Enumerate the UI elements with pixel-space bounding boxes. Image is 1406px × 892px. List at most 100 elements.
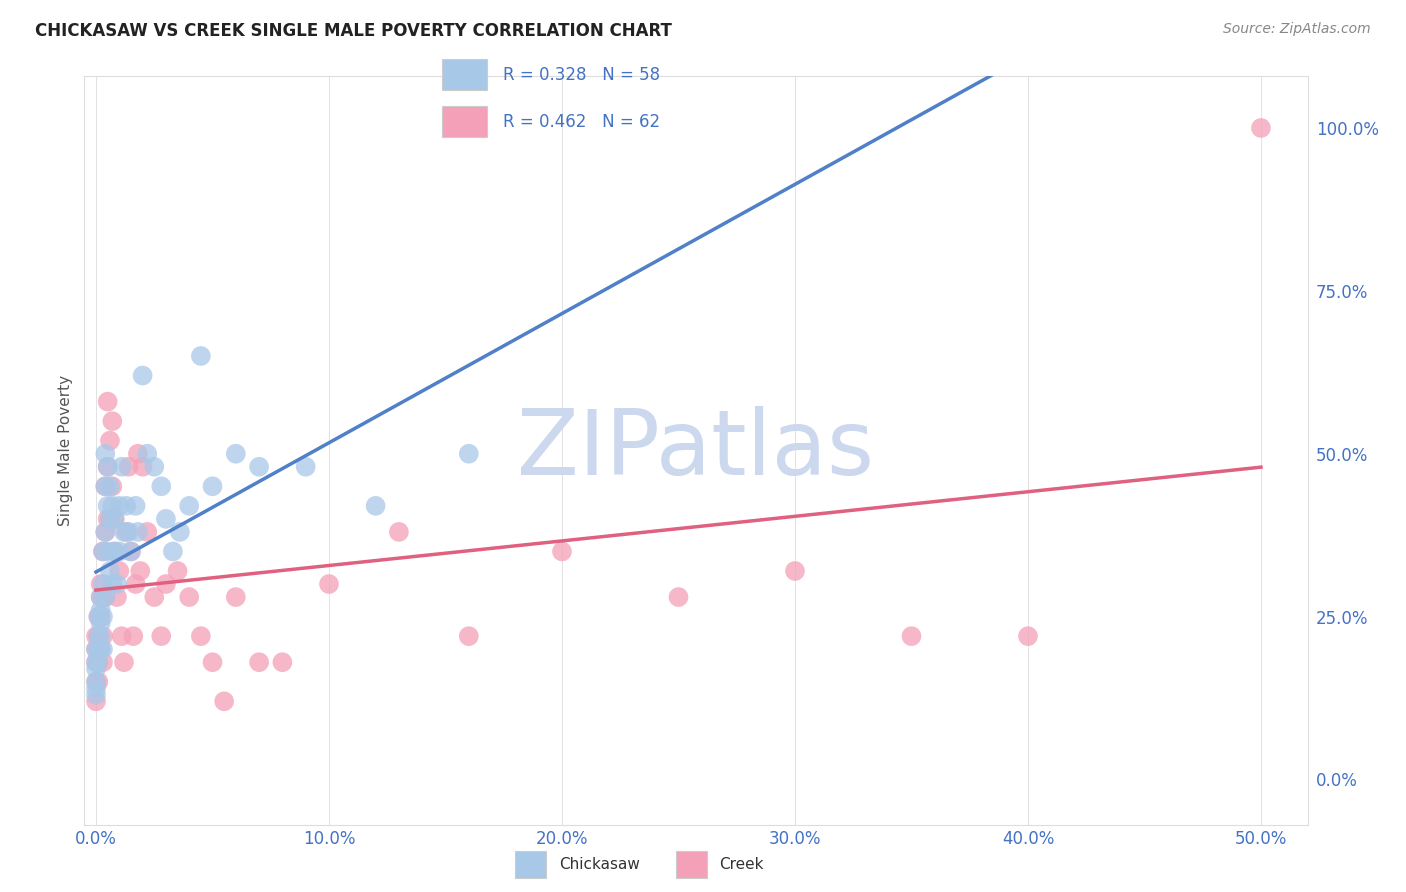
Point [136,524,159,539]
Point [84,681,107,696]
Point [364,499,387,513]
Point [668,590,690,604]
Point [90,590,112,604]
Point [108,564,131,578]
Point [94,447,117,461]
Point [84,629,107,643]
Point [97,499,120,513]
Point [87,629,110,643]
Point [84,674,107,689]
Point [190,629,212,643]
Point [900,629,922,643]
Point [111,629,134,643]
Point [318,577,340,591]
Point [201,479,224,493]
Point [91,609,114,624]
Point [179,590,201,604]
Point [84,694,107,708]
Point [97,459,120,474]
Point [247,655,270,669]
Point [143,459,166,474]
Point [294,459,316,474]
Point [87,609,110,624]
Point [166,564,188,578]
Point [1017,629,1039,643]
Point [136,447,159,461]
Point [97,512,120,526]
Point [91,590,114,604]
Point [112,524,135,539]
Point [104,544,127,558]
Point [120,544,142,558]
Point [124,577,146,591]
Point [212,694,235,708]
Point [90,603,112,617]
Point [115,524,138,539]
Text: CHICKASAW VS CREEK SINGLE MALE POVERTY CORRELATION CHART: CHICKASAW VS CREEK SINGLE MALE POVERTY C… [35,22,672,40]
Point [90,642,112,657]
Point [104,512,127,526]
Text: Source: ZipAtlas.com: Source: ZipAtlas.com [1223,22,1371,37]
Bar [516,851,547,878]
Point [84,642,107,657]
Point [127,524,149,539]
Point [108,499,131,513]
Point [91,642,114,657]
Point [90,642,112,657]
Point [104,544,127,558]
Point [97,544,120,558]
Point [94,479,117,493]
Point [179,499,201,513]
Bar [441,59,486,90]
Point [97,394,120,409]
Point [84,662,107,676]
Point [150,479,173,493]
Point [101,577,124,591]
Point [87,609,110,624]
Point [551,544,574,558]
Point [117,459,139,474]
Point [87,674,110,689]
Point [90,590,112,604]
Point [120,544,142,558]
Point [129,564,152,578]
Point [105,590,128,604]
Point [101,479,124,493]
Point [98,564,121,578]
Point [84,655,107,669]
Point [98,512,121,526]
Bar [676,851,707,878]
Point [84,642,107,657]
Point [105,577,128,591]
Point [97,459,120,474]
Point [91,544,114,558]
Point [124,499,146,513]
Point [98,434,121,448]
Point [84,688,107,702]
Point [225,447,247,461]
Point [127,447,149,461]
Point [131,459,153,474]
Point [457,447,479,461]
Point [90,609,112,624]
Point [117,524,139,539]
Point [150,629,173,643]
Point [101,499,124,513]
Point [111,459,134,474]
Point [115,499,138,513]
Point [131,368,153,383]
Point [201,655,224,669]
Text: R = 0.328   N = 58: R = 0.328 N = 58 [503,66,661,84]
Point [155,577,177,591]
Point [783,564,806,578]
Point [90,629,112,643]
Point [112,655,135,669]
Text: Chickasaw: Chickasaw [558,857,640,871]
Point [84,655,107,669]
Point [94,479,117,493]
Point [87,655,110,669]
Point [90,577,112,591]
Point [162,544,184,558]
Point [108,544,131,558]
Point [155,512,177,526]
